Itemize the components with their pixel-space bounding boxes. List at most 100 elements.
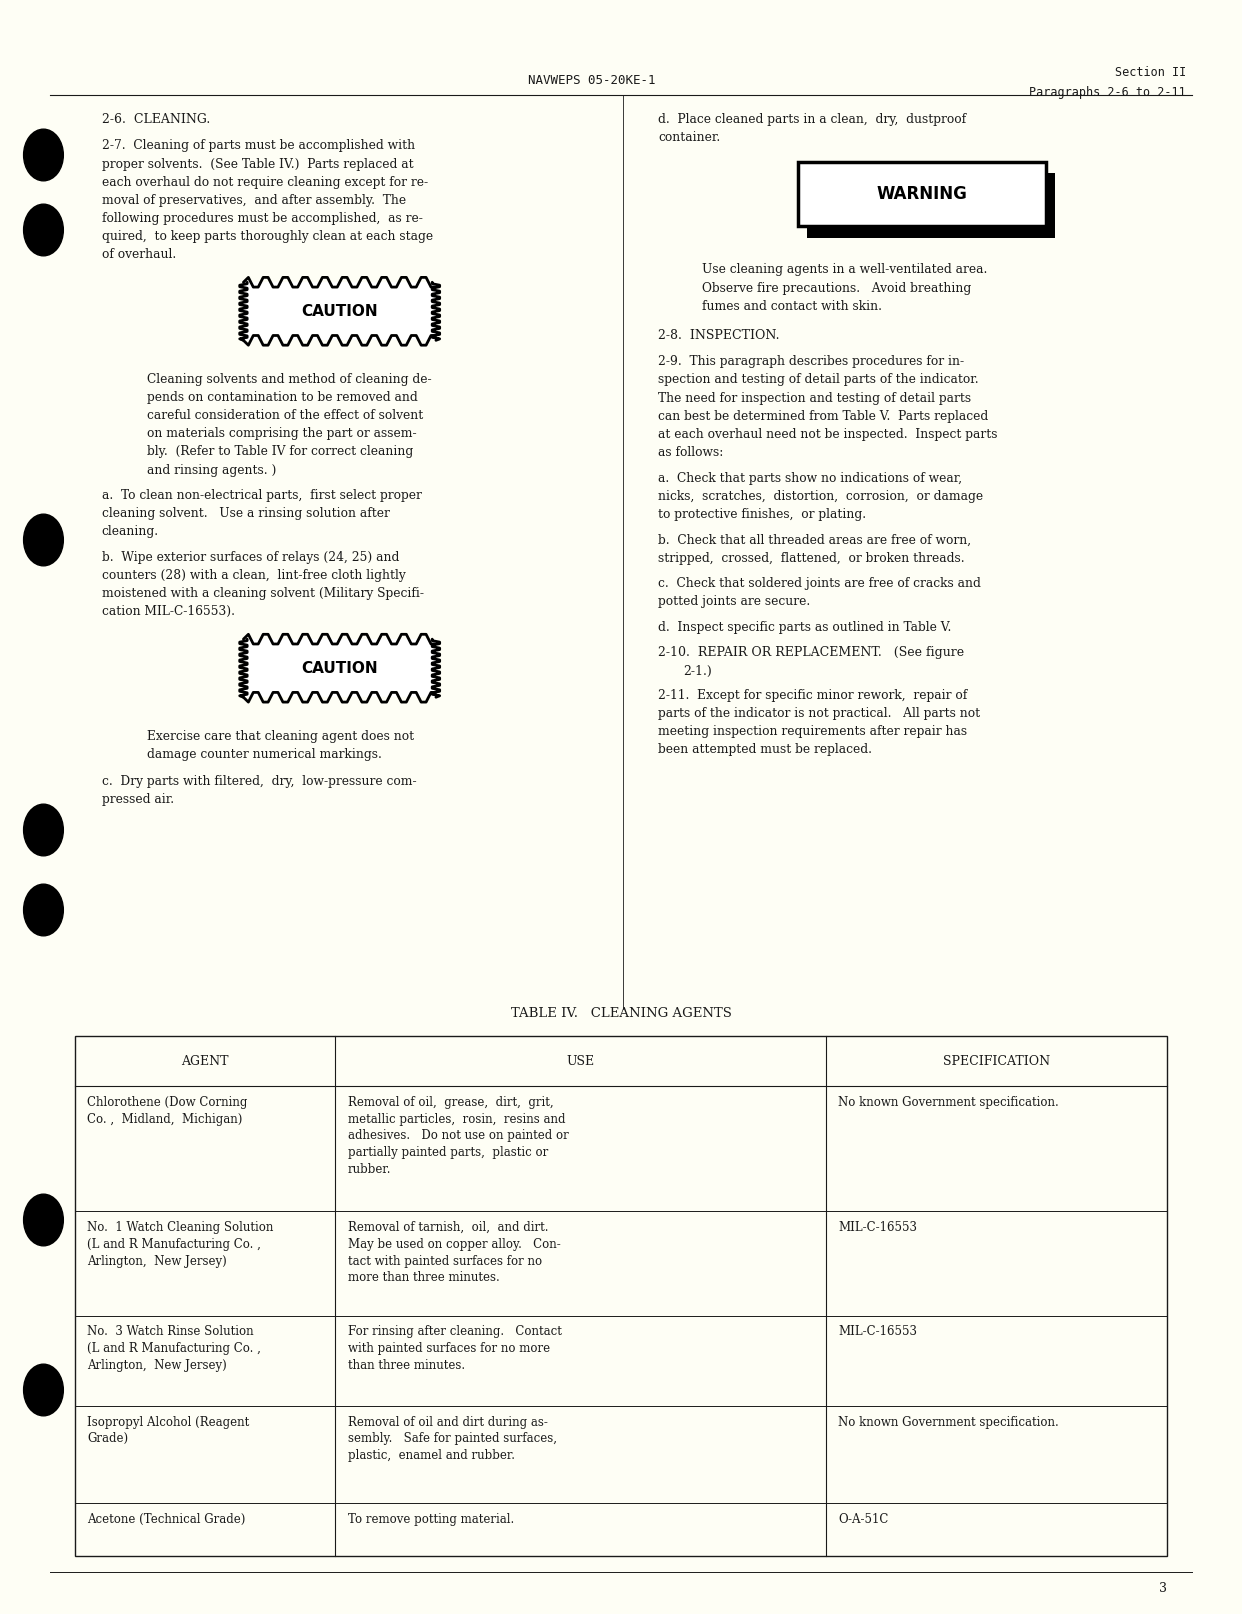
Text: counters (28) with a clean,  lint-free cloth lightly: counters (28) with a clean, lint-free cl… <box>102 570 406 583</box>
Text: pends on contamination to be removed and: pends on contamination to be removed and <box>147 391 417 404</box>
Text: 2-6.  CLEANING.: 2-6. CLEANING. <box>102 113 210 126</box>
Circle shape <box>24 1364 63 1415</box>
Circle shape <box>24 515 63 567</box>
Text: c.  Check that soldered joints are free of cracks and: c. Check that soldered joints are free o… <box>658 578 981 591</box>
Text: Co. ,  Midland,  Michigan): Co. , Midland, Michigan) <box>87 1112 242 1125</box>
Text: 3: 3 <box>1160 1582 1167 1595</box>
Text: a.  Check that parts show no indications of wear,: a. Check that parts show no indications … <box>658 471 963 484</box>
Text: NAVWEPS 05-20KE-1: NAVWEPS 05-20KE-1 <box>528 74 656 87</box>
Bar <box>243 639 436 697</box>
Text: USE: USE <box>566 1054 595 1068</box>
Text: 2-8.  INSPECTION.: 2-8. INSPECTION. <box>658 329 780 342</box>
Text: Observe fire precautions.   Avoid breathing: Observe fire precautions. Avoid breathin… <box>702 281 971 294</box>
Text: CAUTION: CAUTION <box>302 660 378 676</box>
Text: No.  1 Watch Cleaning Solution: No. 1 Watch Cleaning Solution <box>87 1220 273 1235</box>
Text: O-A-51C: O-A-51C <box>838 1512 889 1525</box>
Text: following procedures must be accomplished,  as re-: following procedures must be accomplishe… <box>102 211 422 224</box>
Text: moval of preservatives,  and after assembly.  The: moval of preservatives, and after assemb… <box>102 194 406 207</box>
Text: Isopropyl Alcohol (Reagent: Isopropyl Alcohol (Reagent <box>87 1415 250 1428</box>
Text: Acetone (Technical Grade): Acetone (Technical Grade) <box>87 1512 246 1525</box>
Text: a.  To clean non-electrical parts,  first select proper: a. To clean non-electrical parts, first … <box>102 489 422 502</box>
Text: b.  Wipe exterior surfaces of relays (24, 25) and: b. Wipe exterior surfaces of relays (24,… <box>102 550 399 563</box>
Text: cleaning.: cleaning. <box>102 526 159 539</box>
Text: Exercise care that cleaning agent does not: Exercise care that cleaning agent does n… <box>147 730 414 742</box>
Text: partially painted parts,  plastic or: partially painted parts, plastic or <box>348 1146 548 1159</box>
Text: spection and testing of detail parts of the indicator.: spection and testing of detail parts of … <box>658 373 979 386</box>
Text: bly.  (Refer to Table IV for correct cleaning: bly. (Refer to Table IV for correct clea… <box>147 445 412 458</box>
Text: b.  Check that all threaded areas are free of worn,: b. Check that all threaded areas are fre… <box>658 534 971 547</box>
Text: 2-7.  Cleaning of parts must be accomplished with: 2-7. Cleaning of parts must be accomplis… <box>102 139 415 152</box>
Text: Removal of oil and dirt during as-: Removal of oil and dirt during as- <box>348 1415 548 1428</box>
Circle shape <box>24 804 63 855</box>
Text: d.  Place cleaned parts in a clean,  dry,  dustproof: d. Place cleaned parts in a clean, dry, … <box>658 113 966 126</box>
Text: Section II: Section II <box>1115 66 1186 79</box>
Text: The need for inspection and testing of detail parts: The need for inspection and testing of d… <box>658 392 971 405</box>
Text: Removal of oil,  grease,  dirt,  grit,: Removal of oil, grease, dirt, grit, <box>348 1096 554 1109</box>
Text: parts of the indicator is not practical.   All parts not: parts of the indicator is not practical.… <box>658 707 980 720</box>
Text: No known Government specification.: No known Government specification. <box>838 1096 1059 1109</box>
Text: Cleaning solvents and method of cleaning de-: Cleaning solvents and method of cleaning… <box>147 373 431 386</box>
Text: CAUTION: CAUTION <box>302 303 378 320</box>
Text: 2-10.  REPAIR OR REPLACEMENT.   (See figure: 2-10. REPAIR OR REPLACEMENT. (See figure <box>658 646 964 659</box>
Text: meeting inspection requirements after repair has: meeting inspection requirements after re… <box>658 725 968 738</box>
Text: container.: container. <box>658 131 720 144</box>
Text: than three minutes.: than three minutes. <box>348 1359 465 1372</box>
Text: damage counter numerical markings.: damage counter numerical markings. <box>147 747 381 760</box>
Text: May be used on copper alloy.   Con-: May be used on copper alloy. Con- <box>348 1238 560 1251</box>
Text: on materials comprising the part or assem-: on materials comprising the part or asse… <box>147 428 416 441</box>
Circle shape <box>24 129 63 181</box>
Text: Arlington,  New Jersey): Arlington, New Jersey) <box>87 1359 227 1372</box>
Text: To remove potting material.: To remove potting material. <box>348 1512 514 1525</box>
Text: d.  Inspect specific parts as outlined in Table V.: d. Inspect specific parts as outlined in… <box>658 621 951 634</box>
Text: 2-9.  This paragraph describes procedures for in-: 2-9. This paragraph describes procedures… <box>658 355 964 368</box>
Text: pressed air.: pressed air. <box>102 792 174 805</box>
Text: SPECIFICATION: SPECIFICATION <box>943 1054 1051 1068</box>
Circle shape <box>24 1194 63 1246</box>
Bar <box>75 1036 1167 1556</box>
Text: cleaning solvent.   Use a rinsing solution after: cleaning solvent. Use a rinsing solution… <box>102 507 390 520</box>
Text: careful consideration of the effect of solvent: careful consideration of the effect of s… <box>147 408 422 421</box>
Text: cation MIL-C-16553).: cation MIL-C-16553). <box>102 605 235 618</box>
Text: moistened with a cleaning solvent (Military Specifi-: moistened with a cleaning solvent (Milit… <box>102 587 424 600</box>
Text: nicks,  scratches,  distortion,  corrosion,  or damage: nicks, scratches, distortion, corrosion,… <box>658 489 984 504</box>
Text: No known Government specification.: No known Government specification. <box>838 1415 1059 1428</box>
Text: For rinsing after cleaning.   Contact: For rinsing after cleaning. Contact <box>348 1325 561 1338</box>
Text: WARNING: WARNING <box>877 186 968 203</box>
Text: Grade): Grade) <box>87 1432 128 1445</box>
Text: 2-11.  Except for specific minor rework,  repair of: 2-11. Except for specific minor rework, … <box>658 689 968 702</box>
Bar <box>807 173 1054 237</box>
Text: to protective finishes,  or plating.: to protective finishes, or plating. <box>658 508 867 521</box>
Text: of overhaul.: of overhaul. <box>102 249 176 261</box>
Text: Removal of tarnish,  oil,  and dirt.: Removal of tarnish, oil, and dirt. <box>348 1220 548 1235</box>
Text: potted joints are secure.: potted joints are secure. <box>658 596 811 608</box>
Text: 2-1.): 2-1.) <box>683 665 712 678</box>
Text: tact with painted surfaces for no: tact with painted surfaces for no <box>348 1254 542 1267</box>
Text: (L and R Manufacturing Co. ,: (L and R Manufacturing Co. , <box>87 1238 261 1251</box>
Text: c.  Dry parts with filtered,  dry,  low-pressure com-: c. Dry parts with filtered, dry, low-pre… <box>102 775 416 788</box>
Text: can best be determined from Table V.  Parts replaced: can best be determined from Table V. Par… <box>658 410 989 423</box>
Text: sembly.   Safe for painted surfaces,: sembly. Safe for painted surfaces, <box>348 1432 556 1445</box>
Bar <box>243 282 436 341</box>
Text: quired,  to keep parts thoroughly clean at each stage: quired, to keep parts thoroughly clean a… <box>102 231 433 244</box>
Text: proper solvents.  (See Table IV.)  Parts replaced at: proper solvents. (See Table IV.) Parts r… <box>102 158 414 171</box>
Text: AGENT: AGENT <box>181 1054 229 1068</box>
Circle shape <box>24 205 63 257</box>
Text: been attempted must be replaced.: been attempted must be replaced. <box>658 744 872 757</box>
Circle shape <box>24 884 63 936</box>
Text: each overhaul do not require cleaning except for re-: each overhaul do not require cleaning ex… <box>102 176 428 189</box>
Text: No.  3 Watch Rinse Solution: No. 3 Watch Rinse Solution <box>87 1325 253 1338</box>
Text: fumes and contact with skin.: fumes and contact with skin. <box>702 300 882 313</box>
Text: adhesives.   Do not use on painted or: adhesives. Do not use on painted or <box>348 1130 569 1143</box>
Text: more than three minutes.: more than three minutes. <box>348 1272 499 1285</box>
Text: plastic,  enamel and rubber.: plastic, enamel and rubber. <box>348 1449 514 1462</box>
Text: and rinsing agents. ): and rinsing agents. ) <box>147 463 276 476</box>
Text: rubber.: rubber. <box>348 1164 391 1177</box>
Text: TABLE IV.   CLEANING AGENTS: TABLE IV. CLEANING AGENTS <box>510 1007 732 1020</box>
Text: Arlington,  New Jersey): Arlington, New Jersey) <box>87 1254 227 1267</box>
Text: Use cleaning agents in a well-ventilated area.: Use cleaning agents in a well-ventilated… <box>702 263 987 276</box>
Text: stripped,  crossed,  flattened,  or broken threads.: stripped, crossed, flattened, or broken … <box>658 552 965 565</box>
Text: MIL-C-16553: MIL-C-16553 <box>838 1325 918 1338</box>
Text: metallic particles,  rosin,  resins and: metallic particles, rosin, resins and <box>348 1112 565 1125</box>
Text: as follows:: as follows: <box>658 445 724 458</box>
Text: with painted surfaces for no more: with painted surfaces for no more <box>348 1341 550 1356</box>
